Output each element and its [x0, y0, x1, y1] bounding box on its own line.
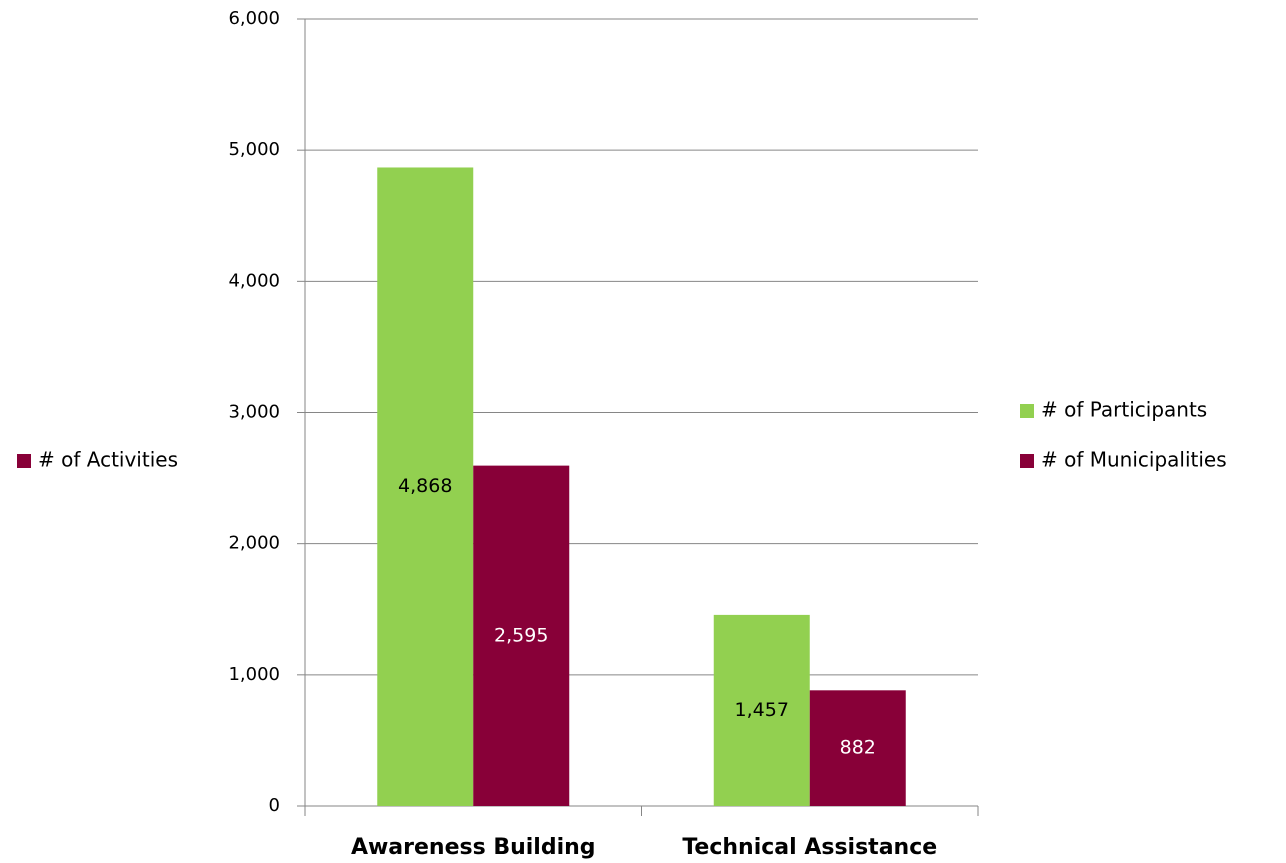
y-tick-label: 5,000	[228, 139, 280, 160]
bar	[473, 465, 570, 806]
x-tick-label: Technical Assistance	[682, 835, 937, 860]
legend-label: # of Activities	[38, 448, 178, 472]
y-tick-label: 0	[269, 795, 280, 816]
y-tick-label: 1,000	[228, 664, 280, 685]
legend-swatch	[17, 454, 31, 468]
y-tick-label: 3,000	[228, 402, 280, 423]
y-tick-label: 6,000	[228, 8, 280, 29]
data-label: 4,868	[398, 475, 452, 497]
bar	[713, 614, 810, 806]
y-tick-label: 4,000	[228, 270, 280, 291]
bar	[377, 167, 474, 807]
bar	[809, 690, 906, 806]
legend-label: # of Municipalities	[1041, 448, 1227, 472]
legend-swatch	[1020, 404, 1034, 418]
legend-swatch	[1020, 454, 1034, 468]
data-label: 882	[840, 737, 876, 759]
data-label: 2,595	[494, 624, 548, 646]
x-tick-label: Awareness Building	[351, 835, 596, 860]
data-label: 1,457	[735, 699, 789, 721]
y-tick-label: 2,000	[228, 533, 280, 554]
legend-label: # of Participants	[1041, 398, 1207, 422]
